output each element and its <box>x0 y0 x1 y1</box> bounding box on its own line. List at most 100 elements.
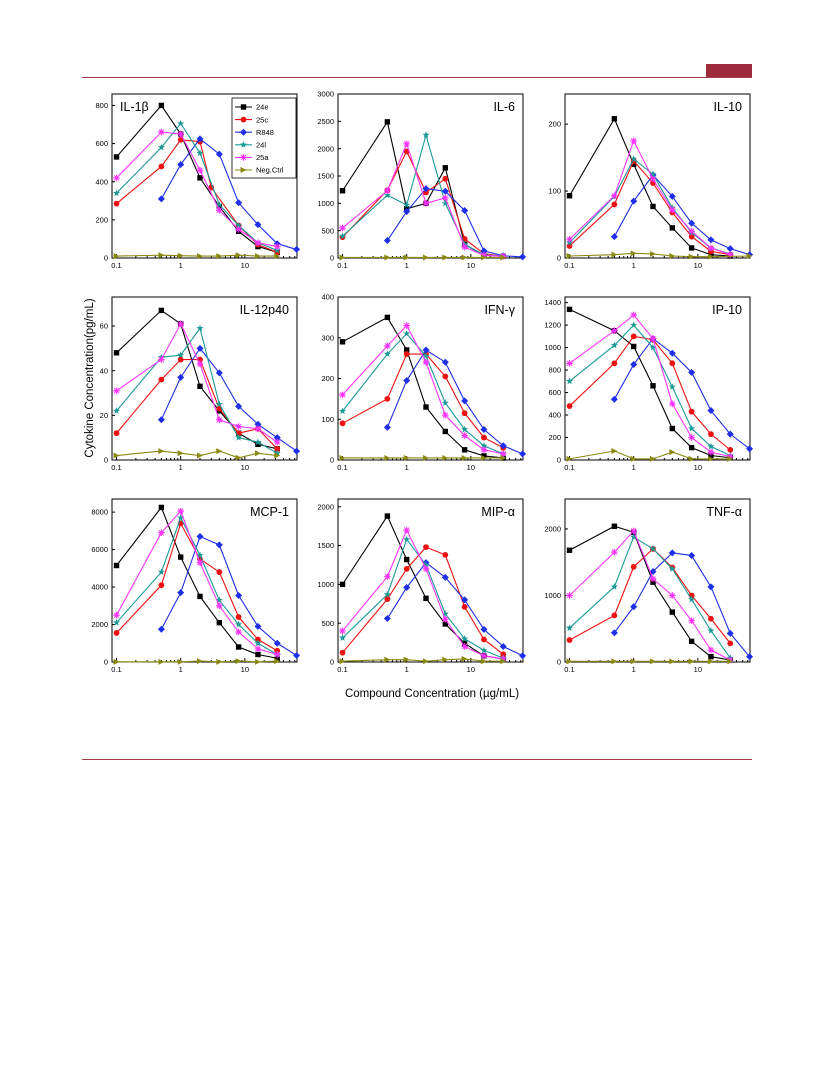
data-point <box>610 629 618 637</box>
data-point <box>384 573 391 580</box>
data-point <box>726 453 734 460</box>
data-point <box>339 627 346 635</box>
legend-label: 24l <box>256 141 266 150</box>
data-point <box>630 250 637 257</box>
data-point <box>611 201 618 208</box>
data-point <box>113 430 120 437</box>
data-point <box>566 547 573 553</box>
series-line <box>116 326 278 454</box>
series-25c <box>339 351 507 451</box>
data-point <box>235 252 242 259</box>
panel-IFN-γ: 0 100 200 300 400 0.1 1 10 IFN-γ <box>321 293 527 472</box>
series-line <box>569 324 731 456</box>
x-tick-label: 1 <box>632 463 636 472</box>
data-point <box>403 351 410 357</box>
series-line <box>116 139 278 253</box>
data-point <box>707 253 714 260</box>
data-point <box>611 192 618 200</box>
data-point <box>403 329 411 337</box>
data-point <box>422 131 430 138</box>
panel-IL-12p40: 0 20 40 60 0.1 1 10 IL-12p40 <box>100 296 301 472</box>
data-point <box>746 445 754 453</box>
data-point <box>113 253 120 260</box>
data-point <box>157 416 165 424</box>
data-point <box>235 423 242 430</box>
data-point <box>610 583 618 590</box>
data-point <box>566 624 574 632</box>
data-point <box>668 549 676 557</box>
data-point <box>384 454 391 461</box>
data-point <box>274 658 281 665</box>
y-tick-label: 1400 <box>544 298 561 307</box>
panel-frame <box>337 93 524 259</box>
data-point <box>235 199 243 207</box>
data-point <box>403 140 410 148</box>
series-24l <box>566 533 734 661</box>
data-point <box>216 253 223 260</box>
series-25a <box>339 526 507 663</box>
data-point <box>158 448 165 455</box>
data-point <box>254 420 262 428</box>
data-point <box>113 200 120 207</box>
data-point <box>235 620 243 628</box>
y-tick-label: 800 <box>548 366 561 375</box>
data-point <box>383 191 391 199</box>
series-25a <box>566 137 734 258</box>
data-point <box>235 644 242 650</box>
x-tick-label: 10 <box>467 261 475 270</box>
data-point <box>216 619 223 626</box>
data-point <box>566 193 573 199</box>
footer-rule <box>82 759 752 760</box>
data-point <box>442 175 449 182</box>
data-point <box>339 391 346 399</box>
panel-TNF-α: 0 1000 2000 0.1 1 10 TNF-α <box>544 498 754 674</box>
y-axis-label: Cytokine Concentration(pg/mL) <box>84 298 96 457</box>
series-line <box>160 138 297 250</box>
series-line <box>342 514 504 660</box>
data-point <box>177 658 184 665</box>
y-tick-label: 1000 <box>544 343 561 352</box>
data-point <box>158 356 165 363</box>
data-point <box>611 116 618 122</box>
panel-MCP-1: 0 2000 4000 6000 8000 0.1 1 10 MCP-1 <box>91 498 301 674</box>
data-point <box>339 420 346 427</box>
data-point <box>383 237 391 245</box>
data-point <box>158 376 165 383</box>
y-tick-label: 200 <box>95 215 108 224</box>
data-point <box>177 373 185 381</box>
data-point <box>113 189 121 197</box>
x-tick-label: 0.1 <box>564 665 574 674</box>
y-tick-label: 200 <box>548 120 561 129</box>
data-point <box>196 360 204 368</box>
data-point <box>177 554 184 560</box>
series-Neg.Ctrl <box>566 250 753 260</box>
data-point <box>339 658 346 665</box>
data-point <box>216 207 223 214</box>
y-tick-label: 800 <box>95 101 108 110</box>
legend-marker <box>240 128 247 136</box>
data-point <box>403 565 410 572</box>
data-point <box>688 638 695 645</box>
series-line <box>569 536 731 659</box>
data-point <box>113 618 121 626</box>
data-point <box>461 243 468 251</box>
data-point <box>384 656 391 663</box>
data-point <box>611 251 618 258</box>
data-point <box>611 360 618 367</box>
data-point <box>113 452 120 459</box>
data-point <box>254 450 261 457</box>
data-point <box>197 253 204 260</box>
data-point <box>215 596 223 604</box>
data-point <box>461 432 468 439</box>
data-point <box>441 573 449 581</box>
data-point <box>384 342 391 350</box>
data-point <box>669 252 676 259</box>
y-tick-label: 400 <box>548 411 561 420</box>
data-point <box>746 252 753 259</box>
data-point <box>384 395 391 402</box>
data-point <box>403 201 411 208</box>
data-point <box>650 203 656 210</box>
data-point <box>196 166 204 174</box>
data-point <box>480 652 488 660</box>
data-point <box>158 582 165 589</box>
